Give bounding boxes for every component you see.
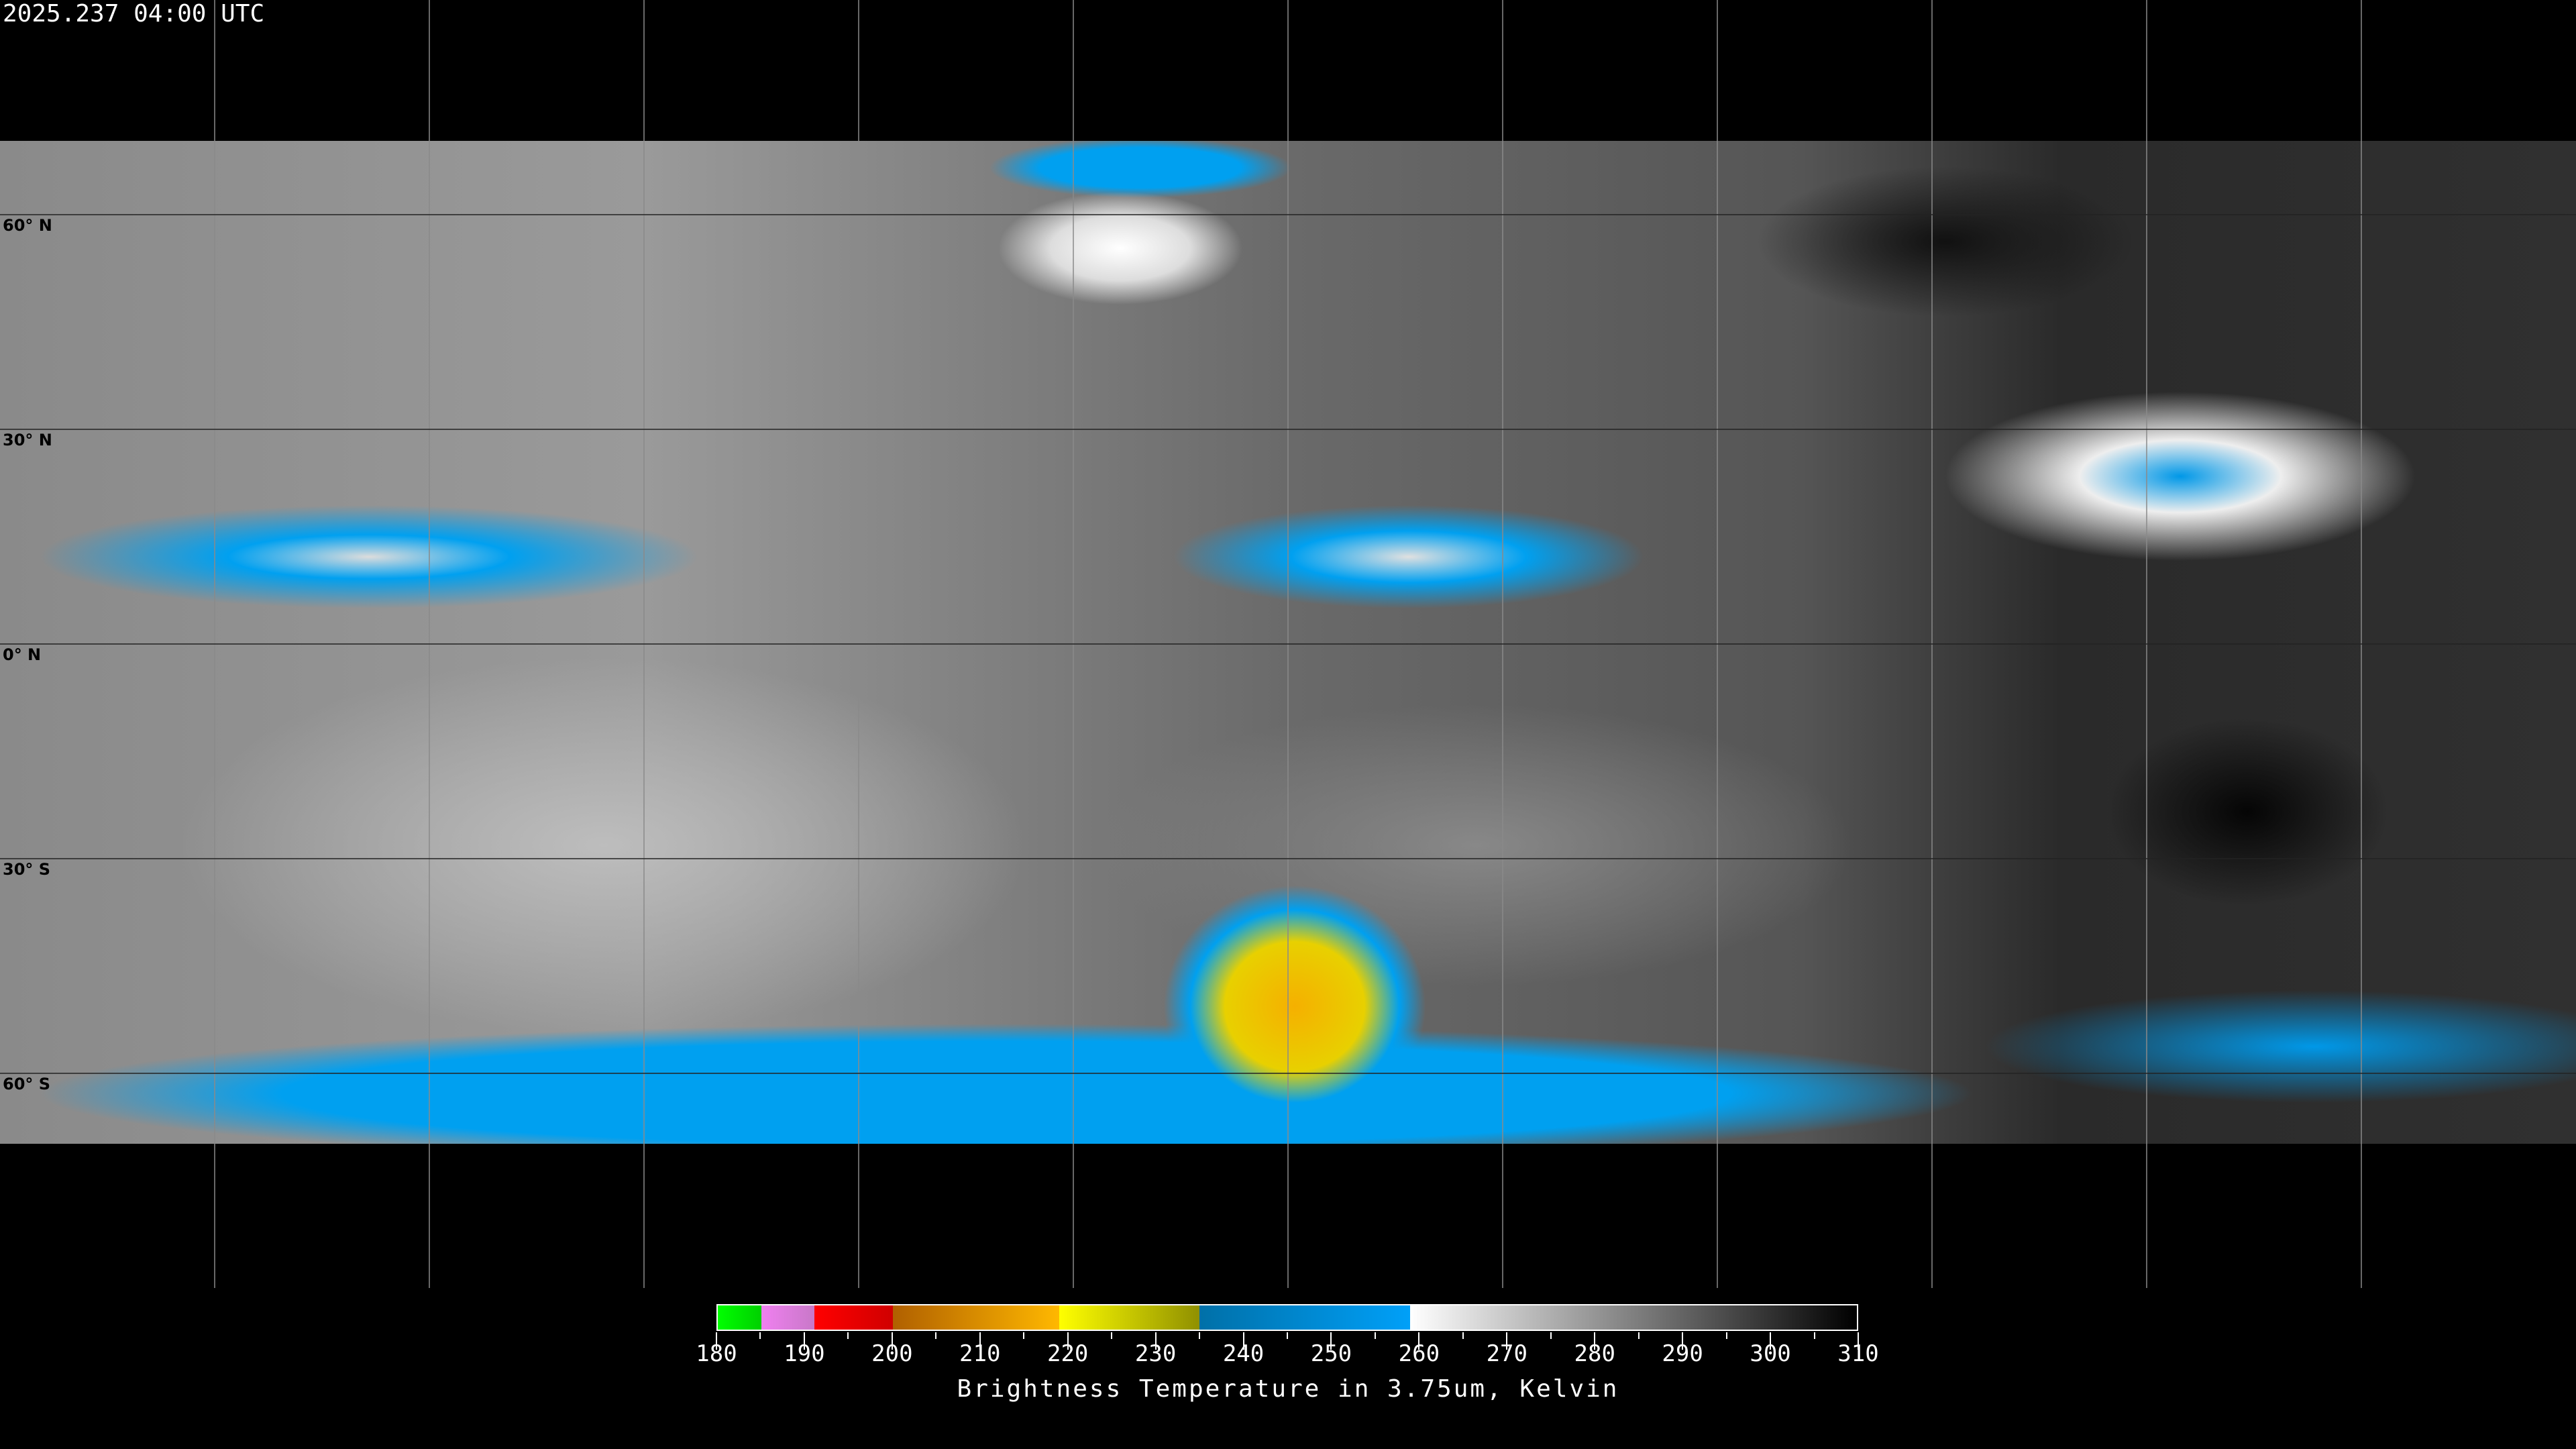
colorbar-tick: [1023, 1332, 1025, 1339]
colorbar-tick-label: 270: [1486, 1340, 1528, 1367]
colorbar-tick: [1858, 1332, 1859, 1350]
colorbar-segment: [893, 1305, 1060, 1330]
colorbar-tick: [1506, 1332, 1508, 1350]
colorbar-tick-label: 310: [1837, 1340, 1879, 1367]
colorbar-tick-label: 300: [1750, 1340, 1791, 1367]
colorbar-tick: [759, 1332, 761, 1339]
colorbar-tick: [1111, 1332, 1113, 1339]
colorbar-tick: [1462, 1332, 1464, 1339]
colorbar-tick-label: 220: [1046, 1340, 1089, 1367]
colorbar-tick: [1242, 1332, 1244, 1350]
colorbar-tick: [1155, 1332, 1157, 1350]
colorbar-tick: [1638, 1332, 1640, 1339]
satellite-map: 60° N 30° N 0° N 30° S 60° S: [0, 0, 2576, 1288]
colorbar-segment: [814, 1305, 894, 1330]
colorbar-tick: [1374, 1332, 1376, 1339]
colorbar-segment: [1059, 1305, 1200, 1330]
colorbar-tick-label: 190: [784, 1340, 825, 1367]
colorbar-segment: [718, 1305, 762, 1330]
lat-label: 30° S: [3, 860, 51, 879]
colorbar-tick: [1594, 1332, 1596, 1350]
colorbar-tick-label: 280: [1574, 1340, 1615, 1367]
colorbar-tick-label: 250: [1310, 1340, 1352, 1367]
colorbar-tick: [716, 1332, 717, 1350]
colorbar-tick-label: 200: [871, 1340, 913, 1367]
colorbar: [716, 1304, 1858, 1331]
colorbar-tick-label: 290: [1662, 1340, 1703, 1367]
colorbar-tick-label: 260: [1398, 1340, 1440, 1367]
colorbar-tick: [1725, 1332, 1727, 1339]
lat-label: 60° S: [3, 1075, 51, 1093]
colorbar-tick: [1199, 1332, 1201, 1339]
colorbar-tick-label: 240: [1222, 1340, 1265, 1367]
colorbar-segment: [761, 1305, 814, 1330]
colorbar-segment: [1409, 1305, 1857, 1330]
colorbar-tick: [979, 1332, 981, 1350]
lat-label: 30° N: [3, 431, 52, 449]
colorbar-tick: [1287, 1332, 1288, 1339]
colorbar-caption: Brightness Temperature in 3.75um, Kelvin: [957, 1375, 1619, 1403]
lat-lon-grid: [0, 0, 2576, 1288]
lat-label: 60° N: [3, 216, 52, 235]
colorbar-tick: [847, 1332, 849, 1339]
colorbar-tick: [891, 1332, 893, 1350]
colorbar-tick: [1418, 1332, 1420, 1350]
colorbar-tick-label: 210: [959, 1340, 1001, 1367]
timestamp: 2025.237 04:00 UTC: [3, 0, 265, 28]
colorbar-segment: [1199, 1305, 1410, 1330]
colorbar-tick: [1813, 1332, 1815, 1339]
colorbar-tick: [935, 1332, 937, 1339]
colorbar-tick: [1330, 1332, 1332, 1350]
lat-label: 0° N: [3, 645, 42, 664]
colorbar-tick: [803, 1332, 805, 1350]
colorbar-ticks: [716, 1332, 1859, 1350]
colorbar-tick-label: 180: [696, 1340, 737, 1367]
colorbar-tick: [1682, 1332, 1684, 1350]
colorbar-tick: [1770, 1332, 1772, 1350]
colorbar-tick-label: 230: [1134, 1340, 1177, 1367]
colorbar-tick: [1067, 1332, 1069, 1350]
colorbar-tick: [1550, 1332, 1552, 1339]
